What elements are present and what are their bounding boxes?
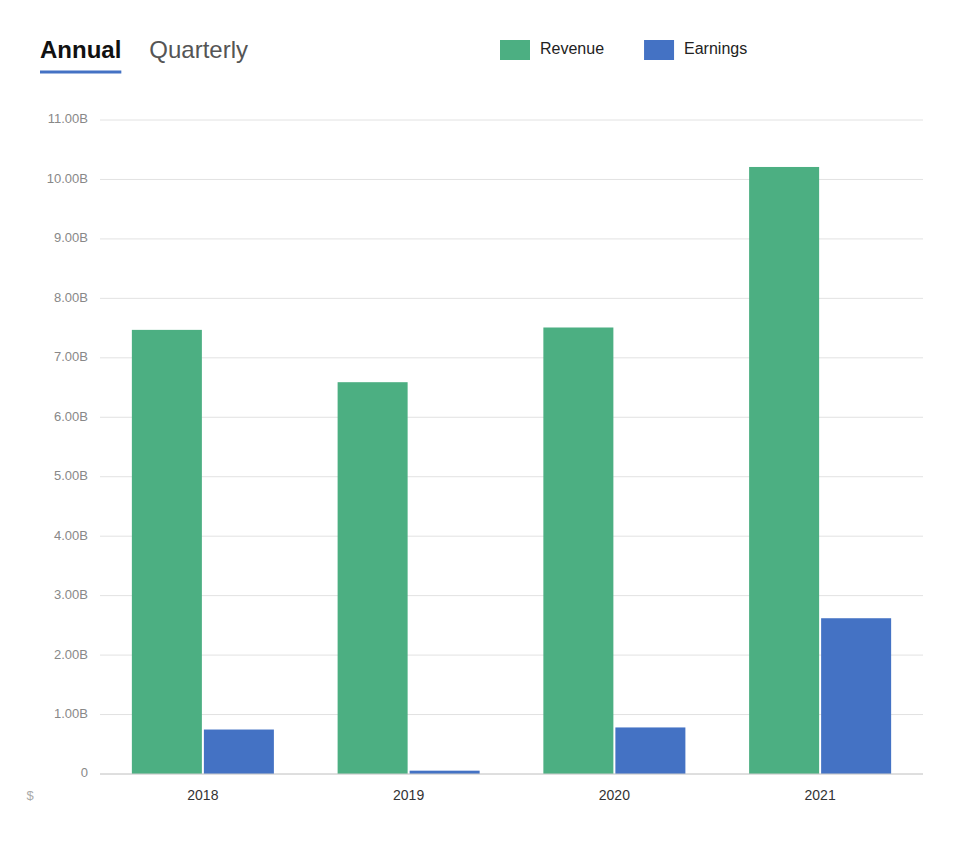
legend-label: Revenue xyxy=(540,40,604,57)
bar xyxy=(204,730,274,774)
x-tick-label: 2021 xyxy=(805,787,836,803)
y-tick-label: 10.00B xyxy=(47,171,88,186)
y-axis: 0 1.00B 2.00B 3.00B 4.00B 5.00B 6.00B 7.00B 8.00… xyxy=(47,111,923,780)
bar xyxy=(132,330,202,774)
bar xyxy=(615,727,685,774)
bar xyxy=(821,618,891,774)
bar xyxy=(338,382,408,774)
y-tick-label: 1.00B xyxy=(54,706,88,721)
grid-line xyxy=(100,774,923,775)
y-tick-label: 4.00B xyxy=(54,528,88,543)
y-tick-label: 5.00B xyxy=(54,468,88,483)
y-tick-label: 9.00B xyxy=(54,230,88,245)
legend: Revenue Earnings xyxy=(500,40,747,60)
bar xyxy=(543,327,613,774)
y-tick-label: 7.00B xyxy=(54,349,88,364)
x-tick-label: 2019 xyxy=(393,787,424,803)
subtitle: Quarterly xyxy=(149,36,248,63)
x-tick-label: 2020 xyxy=(599,787,630,803)
y-tick-label: 8.00B xyxy=(54,290,88,305)
bar xyxy=(749,167,819,774)
title-underline xyxy=(40,71,121,74)
y-tick-label: 0 xyxy=(81,765,88,780)
legend-swatch xyxy=(500,40,530,60)
bars xyxy=(132,167,891,774)
y-tick-label: 11.00B xyxy=(48,111,88,126)
title: Annual xyxy=(40,36,121,63)
x-axis-line xyxy=(100,774,923,775)
y-tick-label: 6.00B xyxy=(54,409,88,424)
y-tick-label: 2.00B xyxy=(54,647,88,662)
chart: 0 1.00B 2.00B 3.00B 4.00B 5.00B 6.00B 7.00B 8.00… xyxy=(0,0,953,844)
legend-label: Earnings xyxy=(684,40,747,57)
y-axis-label: $ xyxy=(26,788,34,803)
legend-swatch xyxy=(644,40,674,60)
y-tick-label: 3.00B xyxy=(54,587,88,602)
grid-line xyxy=(100,120,923,121)
x-tick-label: 2018 xyxy=(187,787,218,803)
chart-container: 0 1.00B 2.00B 3.00B 4.00B 5.00B 6.00B 7.00B 8.00… xyxy=(0,0,953,844)
